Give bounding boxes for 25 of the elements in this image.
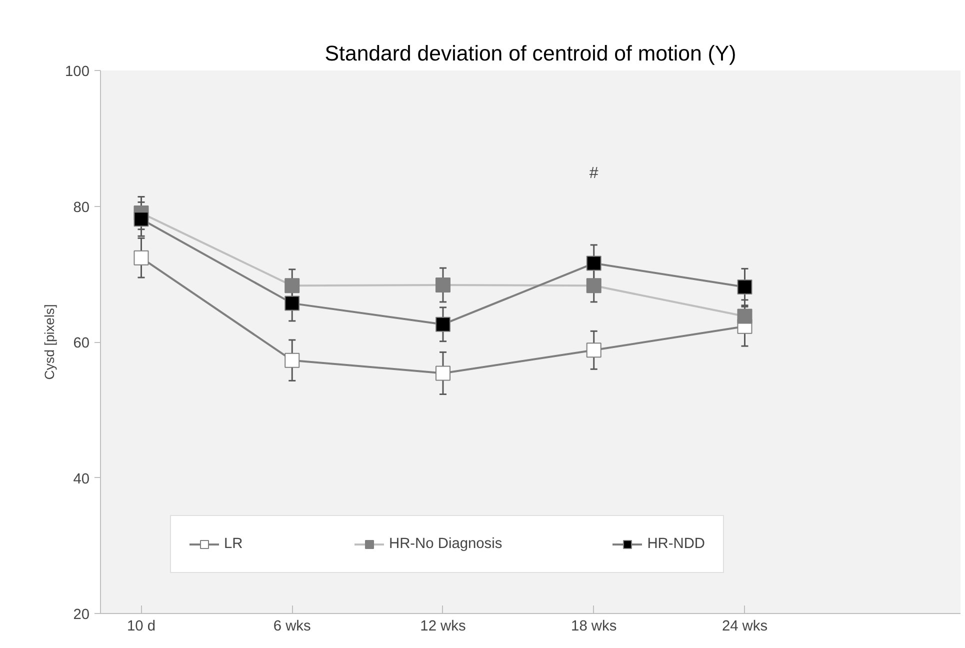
x-tick-label: 24 wks	[722, 618, 768, 634]
x-tick-label: 6 wks	[273, 618, 311, 634]
point	[284, 352, 300, 368]
y-tick-label: 80	[73, 200, 90, 216]
legend-label: HR-No Diagnosis	[389, 536, 502, 552]
point	[284, 296, 300, 311]
y-tick-label: 60	[73, 336, 90, 352]
chart-title: Standard deviation of centroid of motion (Y)	[324, 42, 736, 66]
x-tick-label: 18 wks	[571, 618, 617, 634]
point	[435, 366, 450, 381]
point	[586, 278, 602, 294]
y-tick-label: 40	[73, 471, 90, 488]
x-tick-label: 12 wks	[420, 618, 466, 634]
point	[435, 277, 450, 292]
point	[586, 342, 602, 358]
point	[586, 256, 602, 271]
x-tick-label: 10 d	[126, 618, 156, 634]
legend-label: HR-NDD	[647, 536, 706, 552]
point	[284, 278, 300, 294]
y-tick-label: 20	[73, 607, 90, 623]
legend-label: LR	[224, 536, 244, 552]
y-axis-title: Cysd [pixels]	[42, 304, 58, 380]
annotation: #	[589, 165, 598, 182]
point	[435, 316, 450, 332]
y-tick-label: 100	[65, 64, 90, 80]
